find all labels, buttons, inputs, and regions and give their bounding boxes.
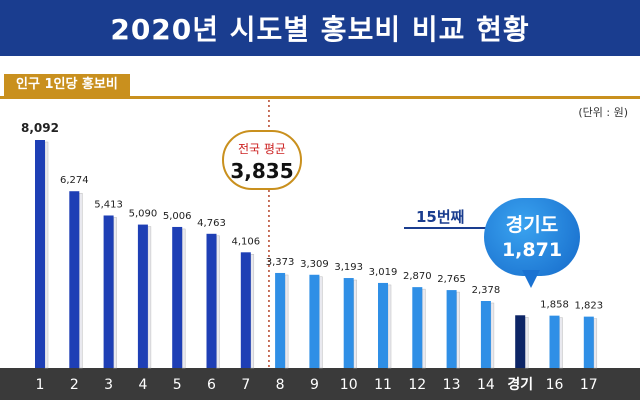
bar [172, 226, 183, 368]
bar [275, 272, 286, 368]
bar-value-label: 4,106 [231, 236, 260, 247]
rank-text: 15번째 [416, 208, 465, 226]
bar-value-label: 3,019 [369, 267, 398, 278]
bar-side [422, 288, 426, 369]
bar-value-label: 3,309 [300, 259, 329, 270]
bar [549, 315, 560, 368]
bar-side [387, 284, 392, 369]
bar-side [44, 141, 49, 369]
category-label: 17 [580, 377, 598, 393]
subtitle-rule [0, 96, 640, 99]
bar-value-label: 3,193 [334, 262, 363, 273]
highlight-name: 경기도 [505, 214, 559, 236]
bar [137, 224, 148, 368]
average-value: 3,835 [230, 159, 294, 183]
bar-side [216, 235, 220, 369]
average-label: 전국 평균 [238, 142, 286, 156]
bar [480, 300, 491, 368]
category-label: 5 [173, 377, 182, 393]
category-label: 11 [374, 377, 392, 393]
bar [412, 287, 423, 368]
bar-value-label: 1,858 [540, 300, 569, 311]
bar-side [147, 226, 152, 369]
bar-side [559, 317, 563, 369]
category-label: 16 [546, 377, 564, 393]
bar-side [79, 192, 83, 369]
bar-side [319, 276, 323, 369]
category-label: 7 [241, 377, 250, 393]
title-bar: 2020년 시도별 홍보비 비교 현황 [0, 0, 640, 56]
bar [343, 278, 354, 368]
x-axis-strip [0, 368, 640, 400]
bar-side [524, 317, 529, 369]
bar-value-label: 5,006 [163, 211, 192, 222]
chart-title: 2020년 시도별 홍보비 비교 현황 [110, 13, 530, 46]
bar-side [284, 274, 289, 369]
category-label: 2 [70, 377, 79, 393]
bar [446, 290, 457, 368]
rank-underline [404, 227, 486, 229]
bar-value-label: 5,090 [129, 209, 158, 220]
bar-value-label: 2,378 [472, 285, 501, 296]
unit-label: (단위 : 원) [578, 106, 628, 119]
category-label: 경기 [507, 376, 533, 393]
highlight-value: 1,871 [501, 239, 563, 261]
category-label: 1 [36, 377, 45, 393]
bar-side [490, 302, 495, 369]
bar-side [250, 254, 255, 369]
subtitle-tab: 인구 1인당 홍보비 [4, 74, 130, 96]
bar-side [456, 291, 460, 369]
bar-value-label: 2,765 [437, 274, 466, 285]
average-bubble: 전국 평균 3,835 [222, 130, 302, 190]
bar-value-label: 2,870 [403, 271, 432, 282]
bar-value-label: 4,763 [197, 218, 226, 229]
bar-side [113, 217, 117, 369]
bar [103, 215, 114, 368]
bar-value-label: 6,274 [60, 175, 89, 186]
highlight-bubble: 경기도 1,871 [484, 198, 580, 288]
bar-value-label: 5,413 [94, 199, 123, 210]
bar [309, 274, 320, 368]
bar [206, 233, 217, 368]
bar [35, 140, 45, 368]
bar [69, 191, 80, 368]
category-label: 12 [408, 377, 426, 393]
category-label: 4 [138, 377, 147, 393]
bar [240, 252, 251, 368]
category-label: 9 [310, 377, 319, 393]
category-label: 3 [104, 377, 113, 393]
category-label: 6 [207, 377, 216, 393]
category-label: 10 [340, 377, 358, 393]
bar-side [353, 279, 357, 369]
bar-value-label: 8,092 [21, 121, 59, 135]
category-label: 13 [443, 377, 461, 393]
bar-value-label: 1,823 [574, 301, 603, 312]
bar-side [593, 318, 598, 369]
bar-value-label: 3,373 [266, 257, 295, 268]
bar [583, 316, 594, 368]
category-label: 14 [477, 377, 495, 393]
category-label: 8 [276, 377, 285, 393]
bar-side [181, 228, 186, 369]
bar [515, 315, 526, 368]
bar [378, 282, 388, 368]
